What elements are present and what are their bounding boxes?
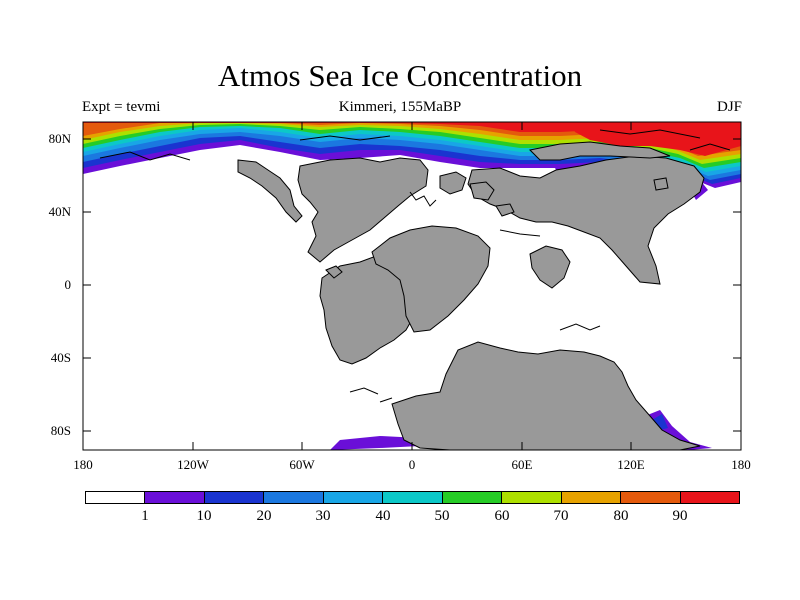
sea-ice-field (83, 122, 741, 450)
ice-east-antarctic-inner (652, 414, 668, 430)
coast-arctic-1 (99, 151, 191, 161)
colorbar-box (264, 492, 324, 503)
coast-arctic-2 (299, 135, 391, 141)
x-label-180w: 180 (73, 457, 93, 472)
plot-title: Atmos Sea Ice Concentration (217, 58, 583, 93)
colorbar-box (442, 492, 503, 503)
coast-asia-islands (689, 143, 731, 151)
x-label-60e: 60E (511, 457, 533, 472)
land-antarctica (391, 341, 701, 450)
experiment-label: Expt = tevmi (82, 99, 161, 115)
colorbar-label: 50 (434, 508, 450, 524)
colorbar-label: 30 (315, 508, 331, 524)
coast-tethys-1 (499, 229, 541, 237)
coast-arctic-3 (599, 129, 701, 139)
x-label-120e: 120E (617, 457, 645, 472)
colorbar-label: 10 (196, 508, 212, 524)
colorbar-box (323, 492, 384, 503)
y-label-80n: 80N (48, 131, 71, 146)
land-eurasia (467, 155, 705, 285)
x-label-60w: 60W (289, 457, 315, 472)
colorbar-label: 80 (613, 508, 629, 524)
coast-southern-2 (379, 397, 393, 403)
land-siberia-north (528, 141, 671, 161)
y-label-80s: 80S (50, 423, 71, 438)
landmasses (237, 141, 705, 450)
coastline-fragments (99, 129, 731, 403)
colorbar-box (502, 492, 562, 503)
colorbar-box (561, 492, 622, 503)
colorbar-box (145, 492, 205, 503)
land-europe-island (469, 181, 495, 201)
land-small-island-2 (495, 203, 515, 217)
colorbar-box (86, 492, 146, 503)
land-greenland-island (439, 171, 467, 195)
x-label-120w: 120W (177, 457, 209, 472)
land-small-island-1 (325, 265, 343, 279)
coast-tethys-2 (559, 323, 601, 331)
colorbar-label: 60 (494, 508, 510, 524)
land-alaska-arc (237, 159, 303, 223)
land-africa (371, 225, 491, 333)
colorbar-label: 70 (553, 508, 569, 524)
colorbar-box (680, 492, 739, 503)
colorbar-label: 40 (375, 508, 391, 524)
colorbar-box (383, 492, 443, 503)
season-label: DJF (716, 99, 742, 115)
colorbar-label: 90 (672, 508, 688, 524)
y-label-40n: 40N (48, 204, 71, 219)
land-small-island-3 (653, 177, 669, 191)
land-india (529, 245, 571, 289)
x-label-0: 0 (408, 457, 416, 472)
colorbar-label: 1 (141, 508, 149, 524)
colorbar-label: 20 (256, 508, 272, 524)
colorbar-box (621, 492, 681, 503)
map-frame (82, 121, 742, 451)
period-label: Kimmeri, 155MaBP (338, 99, 462, 115)
x-label-180e: 180 (731, 457, 751, 472)
y-label-equator: 0 (64, 277, 72, 292)
coast-southern-1 (349, 387, 379, 395)
coast-atlantic-isles (409, 191, 437, 207)
y-label-40s: 40S (50, 350, 71, 365)
colorbar (85, 491, 740, 504)
colorbar-box (204, 492, 265, 503)
land-north-america (297, 157, 429, 263)
